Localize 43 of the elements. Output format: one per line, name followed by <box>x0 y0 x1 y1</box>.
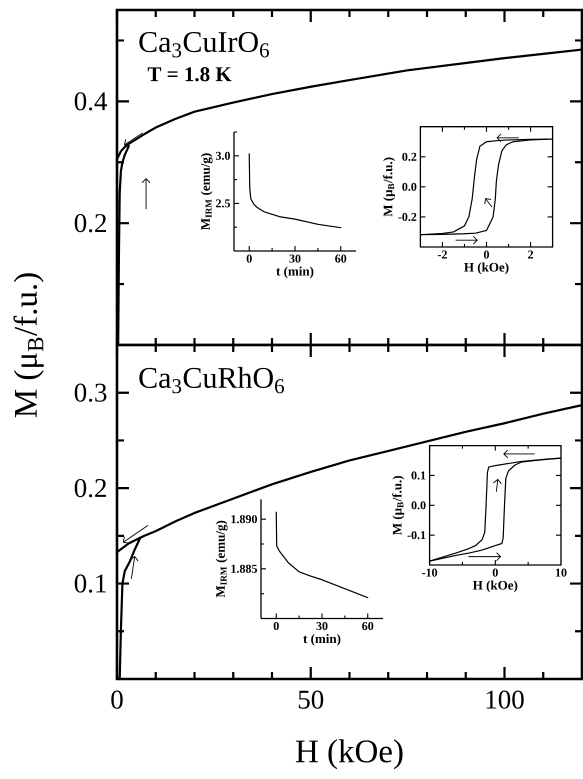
y-tick-label: 0.2 <box>74 478 106 498</box>
x-tick-label: 30 <box>316 622 328 630</box>
x-tick-label: 0 <box>492 568 498 577</box>
x-axis-title: H (kOe) <box>464 262 508 274</box>
y-tick-label: 2.5 <box>216 199 230 208</box>
annotation: Ca$_{3}$CuRhO$_{6}$ <box>139 366 284 394</box>
y-axis-title: M (μ$_{B}$/f.u.) <box>383 158 395 217</box>
y-axis-title: M$_{IRM}$ (emu/g) <box>200 153 213 230</box>
x-axis-title: H (kOe) <box>296 739 403 770</box>
y-tick-label: 1.885 <box>231 564 258 573</box>
y-tick-label: -0.2 <box>398 212 416 222</box>
y-tick-label: 3.0 <box>216 152 230 160</box>
x-axis-title: t (min) <box>303 634 340 646</box>
x-axis-title: t (min) <box>276 266 314 278</box>
y-axis-title: M (μ$_{B}$/f.u.) <box>392 476 404 535</box>
y-axis-title: M$_{IRM}$ (emu/g) <box>216 520 228 598</box>
annotation: Ca$_{3}$CuIrO$_{6}$ <box>139 32 269 58</box>
x-tick-label: 60 <box>335 254 346 263</box>
x-tick-label: -2 <box>438 250 447 258</box>
y-tick-label: 1.890 <box>231 515 257 524</box>
y-tick-label: 0.2 <box>402 152 416 161</box>
y-tick-label: 0.0 <box>402 182 416 191</box>
annotation: T = 1.8 K <box>148 67 232 82</box>
x-tick-label: 60 <box>362 622 374 630</box>
x-tick-label: 2 <box>528 250 534 258</box>
x-tick-label: 30 <box>289 254 301 263</box>
y-tick-label: 0.1 <box>412 471 426 480</box>
x-tick-label: 0 <box>111 690 123 709</box>
x-tick-label: 0 <box>274 622 279 630</box>
y-tick-label: -0.1 <box>408 531 426 540</box>
y-tick-label: 0.3 <box>74 384 106 402</box>
y-tick-label: 0.1 <box>74 574 106 593</box>
x-tick-label: 10 <box>556 568 567 577</box>
x-tick-label: 0 <box>246 254 252 263</box>
x-tick-label: 50 <box>298 690 324 709</box>
x-tick-label: -10 <box>422 568 438 577</box>
y-axis-title: M (μ$_{B}$/f.u.) <box>13 273 44 418</box>
x-axis-title: H (kOe) <box>472 580 518 592</box>
y-tick-label: 0.2 <box>74 214 106 232</box>
x-tick-label: 100 <box>486 690 524 709</box>
x-tick-label: 0 <box>484 250 490 259</box>
y-tick-label: 0.0 <box>412 501 426 510</box>
y-tick-label: 0.4 <box>74 92 108 111</box>
